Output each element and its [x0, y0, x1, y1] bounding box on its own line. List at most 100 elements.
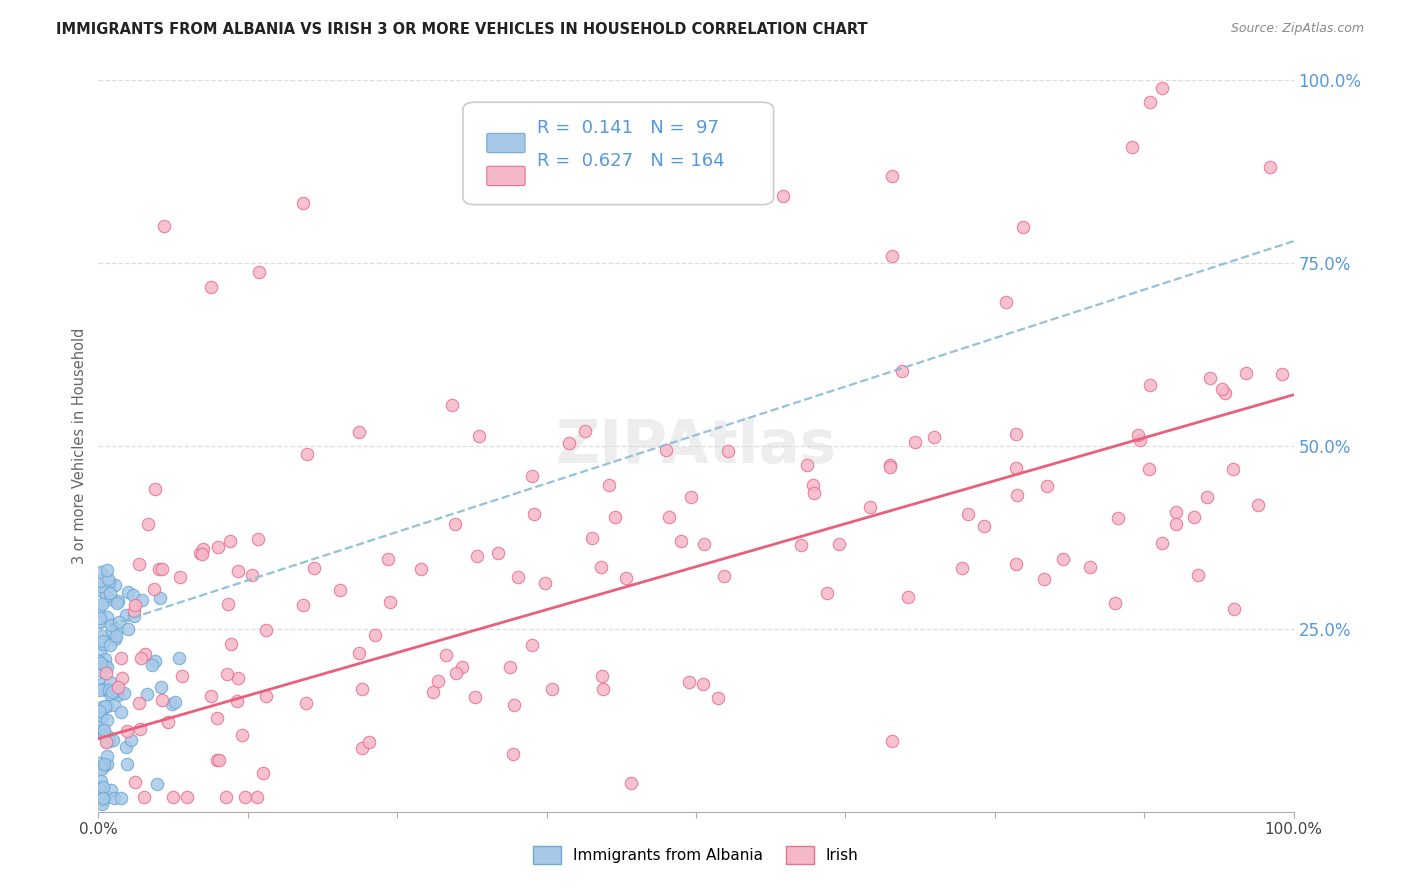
- Point: [654, 443, 676, 458]
- Point: [574, 424, 596, 438]
- Point: [143, 482, 166, 496]
- Point: [350, 681, 373, 696]
- Point: [96, 563, 118, 577]
- Point: [122, 588, 145, 602]
- Point: [90, 762, 112, 776]
- Point: [468, 429, 491, 443]
- Point: [350, 740, 373, 755]
- Point: [101, 624, 124, 638]
- Point: [132, 790, 155, 805]
- Point: [464, 690, 486, 704]
- Point: [620, 776, 643, 790]
- Point: [96, 698, 118, 713]
- Point: [879, 460, 901, 475]
- Point: [541, 682, 564, 697]
- Point: [614, 571, 637, 585]
- Point: [1107, 511, 1129, 525]
- Point: [90, 579, 112, 593]
- Point: [87, 601, 110, 615]
- Point: [150, 693, 173, 707]
- Point: [1036, 479, 1059, 493]
- Point: [96, 713, 118, 727]
- Point: [91, 676, 114, 690]
- Point: [105, 684, 128, 698]
- Point: [98, 586, 121, 600]
- Point: [506, 570, 529, 584]
- Point: [103, 733, 125, 747]
- Point: [90, 797, 112, 811]
- Point: [105, 623, 128, 637]
- Point: [380, 595, 402, 609]
- Point: [669, 533, 692, 548]
- Point: [1152, 535, 1174, 549]
- Point: [1166, 516, 1188, 531]
- Point: [882, 733, 904, 747]
- Point: [520, 469, 543, 483]
- Point: [226, 564, 249, 578]
- Point: [922, 430, 945, 444]
- Point: [522, 508, 544, 522]
- Point: [143, 582, 166, 596]
- Point: [880, 249, 903, 263]
- Point: [89, 782, 111, 797]
- Point: [994, 295, 1017, 310]
- Point: [111, 671, 134, 685]
- Point: [114, 739, 136, 754]
- Point: [91, 699, 114, 714]
- Point: [150, 680, 173, 694]
- Point: [91, 791, 114, 805]
- Point: [191, 542, 214, 557]
- Point: [215, 790, 238, 805]
- Point: [117, 622, 139, 636]
- Point: [363, 628, 385, 642]
- Point: [98, 733, 121, 747]
- Point: [502, 698, 524, 713]
- Point: [1005, 557, 1028, 571]
- Point: [231, 728, 253, 742]
- Point: [96, 749, 118, 764]
- Point: [108, 615, 131, 630]
- Point: [188, 546, 211, 560]
- Point: [1182, 510, 1205, 524]
- Point: [1222, 462, 1244, 476]
- Point: [114, 607, 136, 622]
- Point: [112, 686, 135, 700]
- FancyBboxPatch shape: [486, 134, 524, 153]
- Point: [146, 777, 169, 791]
- Point: [91, 681, 114, 696]
- Point: [329, 583, 352, 598]
- Point: [128, 696, 150, 710]
- Point: [91, 637, 114, 651]
- Point: [713, 569, 735, 583]
- Point: [1121, 140, 1143, 154]
- Point: [89, 574, 111, 588]
- Point: [87, 704, 110, 718]
- Point: [98, 638, 121, 652]
- Point: [295, 447, 318, 461]
- Point: [772, 188, 794, 202]
- Point: [207, 753, 229, 767]
- Point: [96, 757, 118, 772]
- Point: [91, 723, 114, 738]
- Point: [240, 567, 263, 582]
- Point: [104, 577, 127, 591]
- Point: [91, 760, 114, 774]
- Point: [98, 687, 121, 701]
- Point: [94, 734, 117, 748]
- Point: [94, 590, 117, 604]
- Point: [150, 562, 173, 576]
- Point: [359, 735, 381, 749]
- Point: [205, 711, 228, 725]
- Point: [89, 615, 111, 629]
- Point: [347, 425, 370, 439]
- Point: [499, 660, 522, 674]
- FancyBboxPatch shape: [463, 103, 773, 204]
- Point: [292, 599, 315, 613]
- Text: Source: ZipAtlas.com: Source: ZipAtlas.com: [1230, 22, 1364, 36]
- Point: [156, 714, 179, 729]
- Point: [219, 637, 242, 651]
- Point: [100, 782, 122, 797]
- Point: [828, 537, 851, 551]
- Point: [217, 666, 239, 681]
- Point: [104, 632, 127, 646]
